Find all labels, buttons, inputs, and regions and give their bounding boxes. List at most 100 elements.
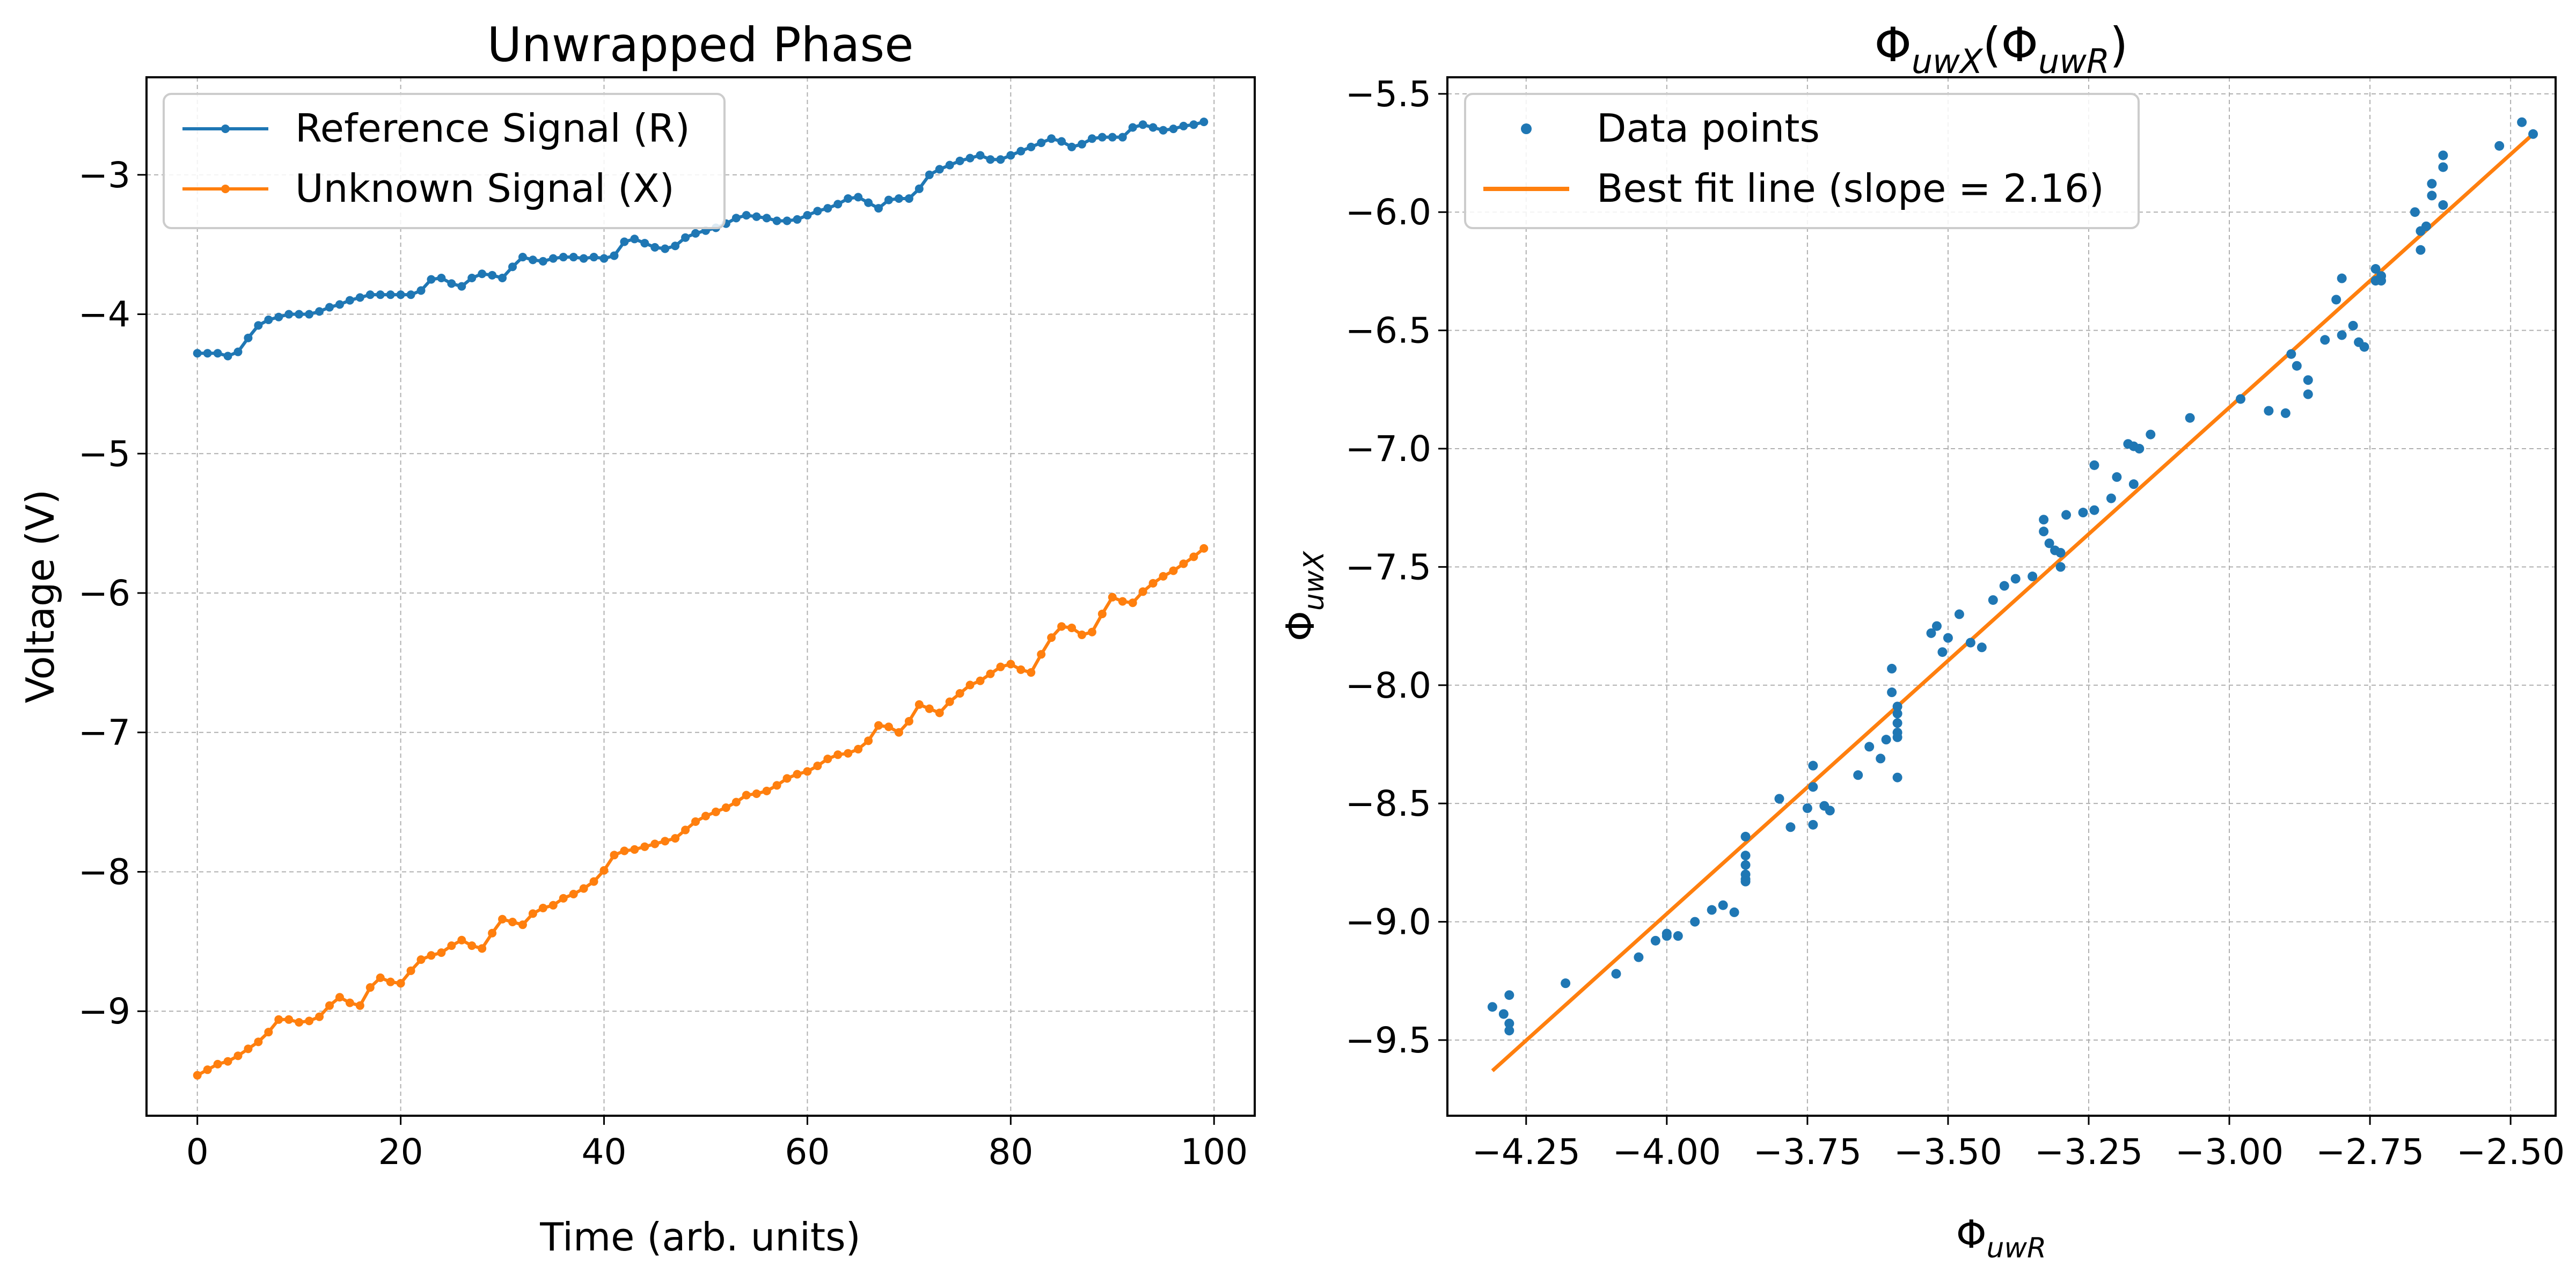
- y-tick-label: −6.0: [1345, 192, 1431, 233]
- series-0-point: [1108, 133, 1117, 142]
- left-x-axis-label: Time (arb. units): [539, 1214, 860, 1260]
- data-point: [2421, 221, 2431, 231]
- series-1-point: [925, 704, 934, 713]
- series-1-point: [559, 894, 568, 903]
- left-grid: [147, 77, 1255, 1116]
- data-point: [2146, 429, 2156, 440]
- data-point: [2078, 508, 2088, 518]
- series-0-point: [681, 233, 690, 242]
- y-tick-label: −9.0: [1345, 902, 1431, 943]
- left-legend-box: [163, 93, 726, 229]
- series-0-point: [457, 282, 466, 291]
- series-0-point: [437, 274, 446, 283]
- right-x-axis-label: ΦuwR: [1956, 1212, 2046, 1264]
- data-point: [1662, 931, 1672, 941]
- series-1-point: [772, 781, 781, 790]
- series-0-point: [935, 165, 944, 174]
- series-1-point: [325, 1001, 334, 1010]
- series-1-point: [447, 941, 456, 950]
- data-point: [1808, 819, 1818, 830]
- series-1-point: [244, 1044, 253, 1053]
- series-0-point: [1027, 142, 1036, 151]
- y-tick-label: −9.5: [1345, 1020, 1431, 1061]
- data-point: [2128, 479, 2139, 489]
- x-tick-label: −3.75: [1753, 1131, 1862, 1173]
- data-point: [1487, 1002, 1497, 1012]
- data-point: [1892, 701, 1902, 712]
- series-line-1: [196, 547, 1205, 1077]
- series-0-point: [447, 279, 456, 288]
- series-1-point: [518, 920, 527, 930]
- series-0-point: [1189, 120, 1198, 129]
- data-point: [2039, 526, 2049, 537]
- series-1-point: [254, 1037, 263, 1046]
- series-1-point: [965, 680, 975, 690]
- series-1-point: [1027, 668, 1036, 677]
- series-0-point: [1159, 126, 1168, 135]
- series-0-point: [996, 155, 1005, 164]
- series-0-point: [1006, 151, 1015, 160]
- series-0-point: [620, 237, 629, 246]
- series-1-point: [945, 697, 954, 706]
- right-axes-frame: [1446, 76, 2557, 1117]
- series-1-point: [498, 914, 507, 924]
- series-1-point: [752, 789, 761, 799]
- y-tick-label: −6.5: [1345, 310, 1431, 352]
- series-0-point: [1057, 137, 1066, 146]
- series-1-point: [1097, 609, 1107, 618]
- series-0-point: [427, 275, 436, 284]
- data-point: [1561, 978, 1571, 989]
- data-point: [2410, 207, 2420, 217]
- data-point: [2416, 245, 2426, 255]
- series-1-point: [1067, 623, 1076, 632]
- series-0-point: [610, 251, 619, 260]
- data-point: [1729, 907, 1739, 917]
- legend-label-data-points: Data points: [1597, 106, 1820, 151]
- right-y-axis-label: ΦuwX: [1278, 551, 1330, 641]
- series-1-point: [396, 979, 405, 988]
- left-legend: Reference Signal (R) Unknown Signal (X): [163, 93, 726, 229]
- legend-label-unknown: Unknown Signal (X): [295, 166, 675, 211]
- series-1-point: [274, 1015, 283, 1024]
- right-x-ticks: −4.25 −4.00 −3.75 −3.50 −3.25 −3.00 −2.75 −2.50: [1472, 1116, 2565, 1173]
- data-point: [1892, 708, 1902, 719]
- right-y-ticks: −9.5 −9.0 −8.5 −8.0 −7.5 −7.0 −6.5 −6.0 −5.5: [1345, 74, 1447, 1061]
- series-1-point: [976, 676, 985, 685]
- data-point: [1504, 1019, 1514, 1029]
- series-0-point: [1148, 123, 1158, 132]
- data-point: [1611, 969, 1621, 979]
- series-0-point: [945, 160, 954, 170]
- data-point: [1504, 990, 1514, 1000]
- data-point: [1650, 935, 1660, 946]
- series-0-point: [671, 241, 680, 251]
- series-1-point: [1199, 544, 1209, 553]
- series-1-point: [1179, 559, 1188, 568]
- legend-marker-unknown: [182, 185, 268, 193]
- x-tick-label: 80: [988, 1131, 1033, 1173]
- data-point: [2438, 150, 2448, 160]
- data-point: [1785, 822, 1796, 832]
- data-point: [1740, 860, 1751, 870]
- data-point: [2089, 505, 2099, 515]
- y-tick-label: −7.0: [1345, 428, 1431, 470]
- series-0-point: [782, 216, 792, 225]
- series-1-point: [223, 1057, 232, 1066]
- x-tick-label: 0: [186, 1131, 209, 1173]
- series-1-point: [986, 669, 995, 678]
- data-point: [2494, 141, 2505, 151]
- x-tick-label: −4.00: [1613, 1131, 1721, 1173]
- series-0-point: [976, 151, 985, 160]
- series-0-point: [803, 211, 812, 220]
- data-point: [2264, 406, 2274, 416]
- series-1-point: [854, 744, 863, 753]
- series-0-point: [305, 310, 314, 319]
- series-0-point: [854, 193, 863, 202]
- series-0-point: [630, 235, 639, 244]
- series-1-point: [376, 973, 385, 982]
- data-point: [2427, 179, 2437, 189]
- series-0-point: [488, 270, 497, 280]
- series-1-point: [681, 825, 690, 835]
- y-tick-label: −8: [78, 851, 130, 892]
- series-0-point: [833, 200, 843, 209]
